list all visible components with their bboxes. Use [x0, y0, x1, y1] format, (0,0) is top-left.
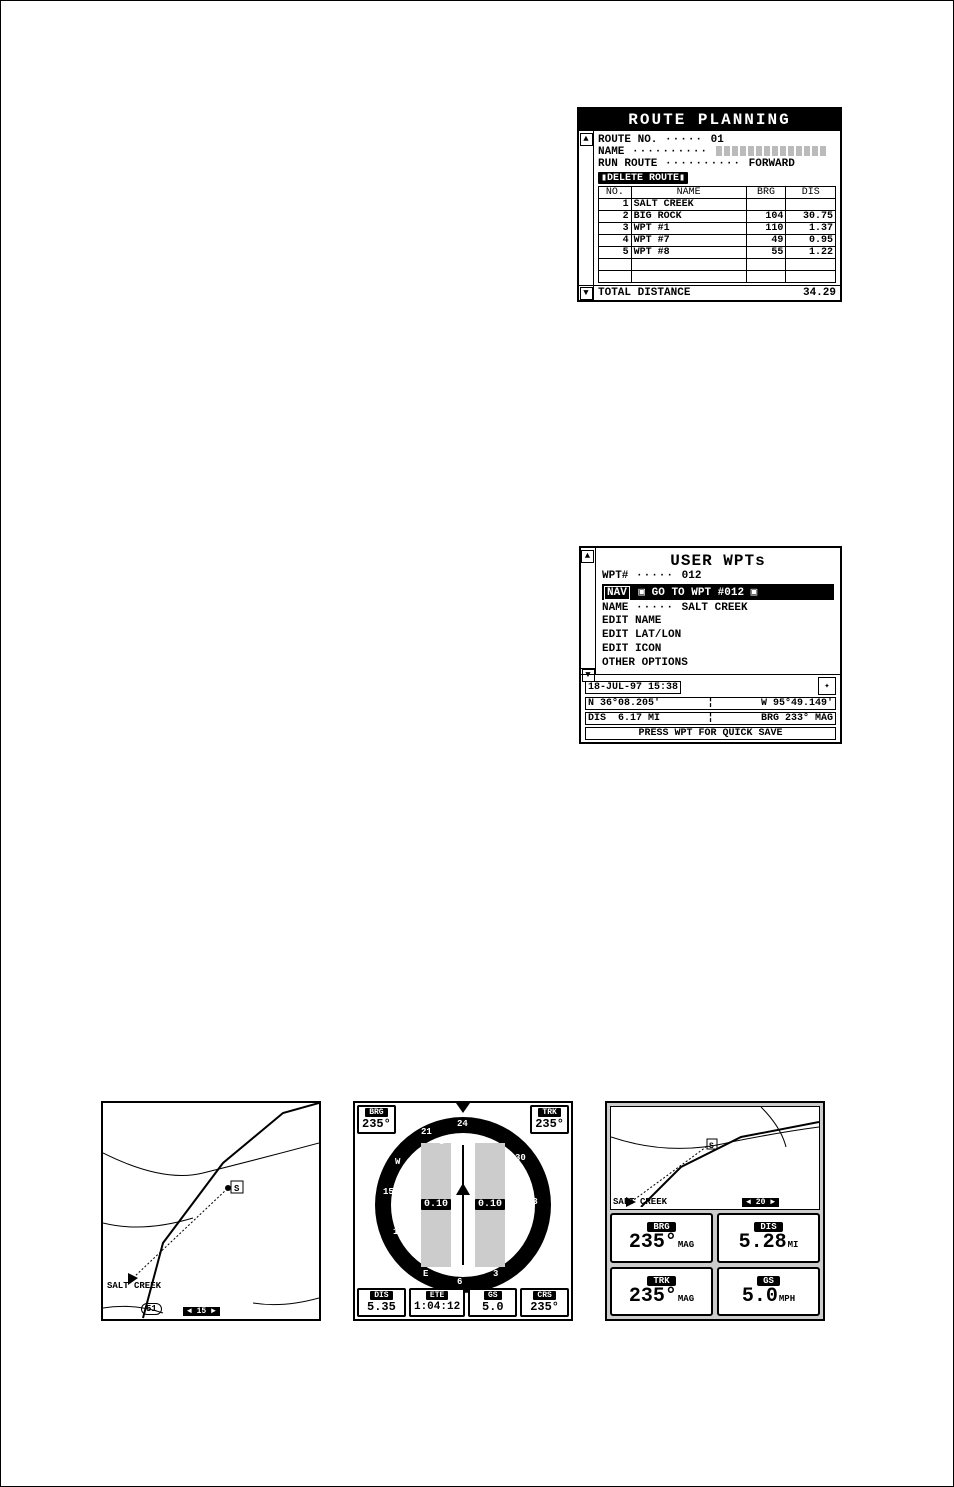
table-row[interactable]	[599, 259, 836, 271]
run-route-label: RUN ROUTE	[598, 158, 657, 170]
scroll-down-icon[interactable]: ▼	[582, 669, 595, 682]
ete-box: ETE1:04:12	[409, 1288, 466, 1317]
latlon-row: N 36°08.205' ¦ W 95°49.149'	[585, 697, 836, 710]
total-distance-label: TOTAL DISTANCE	[598, 287, 690, 299]
split-gs-box: GS 5.0MPH	[717, 1267, 820, 1317]
route-no-label: ROUTE NO.	[598, 134, 657, 146]
trk-box: TRK235°	[530, 1105, 569, 1134]
total-distance-value: 34.29	[803, 287, 836, 299]
table-row[interactable]	[599, 271, 836, 283]
table-row[interactable]: 1SALT CREEK	[599, 199, 836, 211]
wpt-name-row: NAME ····· SALT CREEK	[602, 602, 834, 614]
compass-ring: 0.10 0.10 24 21 S 15 W 12 E 6 3 N 33 30	[375, 1117, 551, 1293]
col-dis: DIS	[786, 187, 836, 199]
route-marker: 51	[141, 1303, 162, 1315]
run-route-mode[interactable]: FORWARD	[749, 158, 795, 170]
split-dis-box: DIS 5.28MI	[717, 1213, 820, 1263]
col-name: NAME	[631, 187, 746, 199]
route-planning-panel: ROUTE PLANNING ▲ ROUTE NO. ····· 01 NAME…	[577, 107, 842, 302]
table-row[interactable]: 4WPT #7490.95	[599, 235, 836, 247]
route-planning-title: ROUTE PLANNING	[579, 109, 840, 131]
map-wpt-label: SALT CREEK	[107, 1281, 161, 1291]
dis-box: DIS5.35	[357, 1288, 406, 1317]
waypoint-table: NO. NAME BRG DIS 1SALT CREEK 2BIG ROCK10…	[598, 186, 836, 283]
split-map-scale: ◄ 20 ►	[742, 1198, 779, 1207]
scroll-up-icon[interactable]: ▲	[581, 550, 594, 563]
route-name-row: NAME ··········	[598, 146, 836, 158]
edit-icon-button[interactable]: EDIT ICON	[602, 642, 834, 656]
split-trk-box: TRK 235°MAG	[610, 1267, 713, 1317]
map-full-screen[interactable]: S SALT CREEK 51 ◄ 15 ►	[101, 1101, 321, 1321]
map-scale: ◄ 15 ►	[183, 1307, 220, 1316]
name-label: NAME	[598, 146, 624, 158]
scroll-up-icon[interactable]: ▲	[580, 133, 593, 146]
user-wpts-title: USER WPTs	[602, 552, 834, 570]
delete-route-button[interactable]: ▮DELETE ROUTE▮	[598, 172, 688, 184]
table-row[interactable]: 3WPT #11101.37	[599, 223, 836, 235]
brg-box: BRG235°	[357, 1105, 396, 1134]
col-no: NO.	[599, 187, 632, 199]
dis-brg-row: DIS 6.17 MI ¦ BRG 233° MAG	[585, 712, 836, 725]
route-no-value[interactable]: 01	[711, 134, 724, 146]
gs-box: GS5.0	[468, 1288, 517, 1317]
wpt-number[interactable]: 012	[682, 570, 702, 582]
map-split-screen[interactable]: S SALT CREEK ◄ 20 ► BRG 235°MAG DIS 5.28…	[605, 1101, 825, 1321]
svg-text:S: S	[234, 1184, 240, 1194]
route-name-input[interactable]	[716, 146, 826, 156]
table-row[interactable]: 5WPT #8551.22	[599, 247, 836, 259]
compass-needle-icon	[462, 1145, 464, 1265]
other-options-button[interactable]: OTHER OPTIONS	[602, 656, 834, 670]
compass-arrowhead-icon	[456, 1183, 470, 1195]
wpt-name-value: SALT CREEK	[682, 602, 748, 614]
svg-text:S: S	[709, 1142, 714, 1151]
edit-name-button[interactable]: EDIT NAME	[602, 614, 834, 628]
lat-value: N 36°08.205'	[588, 698, 660, 709]
edit-latlon-button[interactable]: EDIT LAT/LON	[602, 628, 834, 642]
cdi-scale-right: 0.10	[475, 1199, 505, 1210]
goto-wpt-button[interactable]: NAV ▣ GO TO WPT #012 ▣	[602, 584, 834, 600]
quicksave-hint: PRESS WPT FOR QUICK SAVE	[585, 727, 836, 740]
split-brg-box: BRG 235°MAG	[610, 1213, 713, 1263]
route-no-row: ROUTE NO. ····· 01	[598, 134, 836, 146]
table-row[interactable]: 2BIG ROCK10430.75	[599, 211, 836, 223]
split-wpt-label: SALT CREEK	[613, 1197, 667, 1207]
scroll-down-icon[interactable]: ▼	[580, 287, 593, 300]
heading-pointer-icon	[456, 1103, 470, 1113]
col-brg: BRG	[746, 187, 786, 199]
lon-value: W 95°49.149'	[761, 698, 833, 709]
crs-box: CRS235°	[520, 1288, 569, 1317]
wpt-number-row: WPT# ····· 012	[602, 570, 834, 582]
split-map-area[interactable]: S SALT CREEK ◄ 20 ►	[610, 1106, 820, 1210]
datetime-value: 18-JUL-97 15:38	[585, 681, 681, 694]
compass-screen[interactable]: BRG235° TRK235° 0.10 0.10 24 21 S 15 W	[353, 1101, 573, 1321]
run-route-row: RUN ROUTE ·········· FORWARD	[598, 158, 836, 170]
cdi-scale-left: 0.10	[421, 1199, 451, 1210]
cursor-icon: ✦	[818, 677, 836, 695]
user-wpts-panel: ▲ USER WPTs WPT# ····· 012 NAV ▣ GO TO W…	[579, 546, 842, 744]
